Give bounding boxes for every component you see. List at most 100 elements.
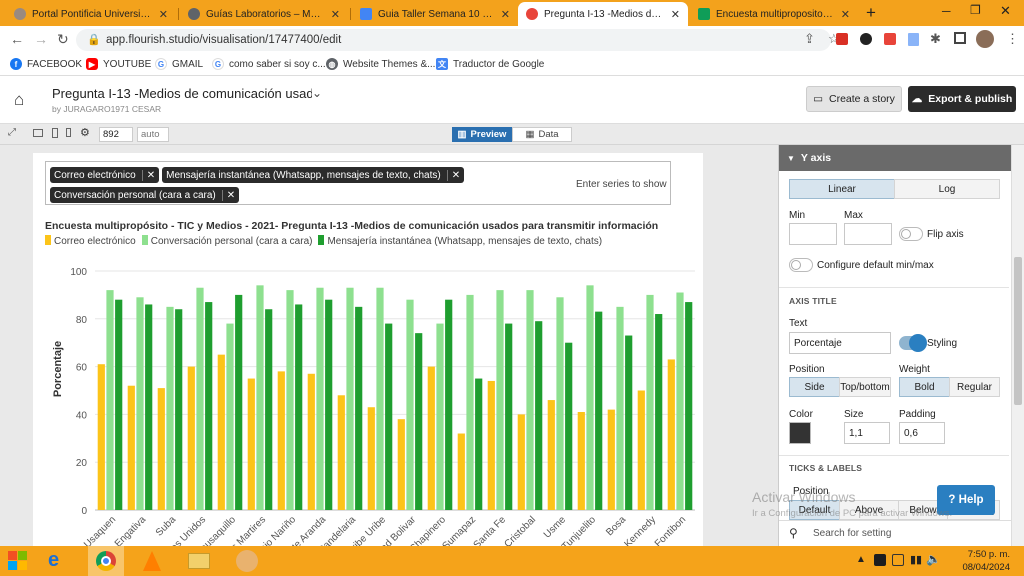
- padding-input[interactable]: 0,6: [899, 422, 945, 444]
- close-tab-icon[interactable]: ✕: [670, 8, 680, 21]
- bookmark-gmail[interactable]: G GMAIL: [155, 58, 203, 70]
- close-tab-icon[interactable]: ✕: [840, 8, 850, 21]
- tablet-icon[interactable]: [52, 128, 58, 138]
- bar[interactable]: [397, 419, 405, 510]
- series-filter-placeholder[interactable]: Enter series to show: [576, 179, 667, 190]
- close-tab-icon[interactable]: ✕: [500, 8, 510, 21]
- internet-explorer-icon[interactable]: e: [48, 549, 60, 571]
- bar[interactable]: [457, 433, 465, 510]
- extension-red-icon[interactable]: [836, 33, 848, 45]
- ticks-position-default[interactable]: Default: [789, 500, 840, 520]
- create-story-button[interactable]: ▭ Create a story: [806, 86, 902, 112]
- bar[interactable]: [316, 287, 324, 510]
- bar[interactable]: [277, 371, 285, 510]
- network-icon[interactable]: ▮▮: [910, 554, 923, 566]
- bar[interactable]: [625, 335, 633, 510]
- reload-icon[interactable]: ↻: [57, 31, 69, 47]
- bar[interactable]: [577, 412, 585, 510]
- bar[interactable]: [466, 294, 474, 510]
- bar[interactable]: [637, 390, 645, 511]
- bar[interactable]: [535, 321, 543, 510]
- series-filter[interactable]: Correo electrónico ✕ Mensajería instantáne…: [45, 161, 671, 205]
- close-window-icon[interactable]: ✕: [1000, 3, 1011, 18]
- bar[interactable]: [526, 290, 534, 510]
- sidepanel-icon[interactable]: [954, 32, 966, 44]
- bar[interactable]: [157, 388, 165, 510]
- bar[interactable]: [517, 414, 525, 510]
- remove-chip-icon[interactable]: ✕: [141, 169, 155, 181]
- bar[interactable]: [226, 323, 234, 510]
- bar[interactable]: [106, 290, 114, 510]
- tab-portal-javeriana[interactable]: Portal Pontificia Universidad Ja ✕: [6, 2, 176, 26]
- bar[interactable]: [685, 302, 693, 510]
- bar[interactable]: [307, 373, 315, 510]
- chrome-taskbar-item[interactable]: [88, 546, 124, 576]
- bar[interactable]: [196, 287, 204, 510]
- help-button[interactable]: ? Help: [937, 485, 995, 515]
- series-chip[interactable]: Conversación personal (cara a cara) ✕: [50, 187, 240, 203]
- size-input[interactable]: 1,1: [844, 422, 890, 444]
- bar[interactable]: [595, 311, 603, 510]
- bar[interactable]: [616, 306, 624, 510]
- legend-item[interactable]: Conversación personal (cara a cara): [141, 235, 312, 247]
- bar[interactable]: [607, 409, 615, 510]
- bar[interactable]: [205, 302, 213, 510]
- close-tab-icon[interactable]: ✕: [330, 8, 340, 21]
- bar[interactable]: [667, 359, 675, 510]
- minimize-icon[interactable]: ─: [942, 4, 951, 18]
- bar[interactable]: [586, 285, 594, 510]
- close-tab-icon[interactable]: ✕: [158, 8, 168, 21]
- battery-icon[interactable]: [892, 554, 904, 566]
- star-icon[interactable]: ☆: [828, 31, 840, 46]
- height-input[interactable]: auto: [137, 127, 169, 142]
- bar[interactable]: [445, 299, 453, 510]
- configure-default-toggle[interactable]: [789, 258, 813, 272]
- bar[interactable]: [247, 378, 255, 510]
- bar[interactable]: [187, 366, 195, 510]
- flip-axis-toggle[interactable]: [899, 227, 923, 241]
- tab-guia-taller[interactable]: Guia Taller Semana 10 - Docu ✕: [352, 2, 518, 26]
- position-topbottom-button[interactable]: Top/bottom: [839, 377, 891, 397]
- bar[interactable]: [565, 342, 573, 510]
- bar[interactable]: [175, 309, 183, 510]
- styling-toggle[interactable]: [899, 334, 927, 352]
- windows-start-icon[interactable]: [8, 551, 28, 571]
- desktop-icon[interactable]: [33, 129, 43, 137]
- clock-date[interactable]: 08/04/2024: [962, 562, 1010, 573]
- bar[interactable]: [145, 304, 153, 510]
- position-side-button[interactable]: Side: [789, 377, 840, 397]
- weight-regular-button[interactable]: Regular: [949, 377, 1000, 397]
- bar[interactable]: [217, 354, 225, 510]
- back-arrow-icon[interactable]: ←: [10, 31, 24, 47]
- bar[interactable]: [406, 299, 414, 510]
- tab-encuesta-sheets[interactable]: Encuesta multiproposito - TIC ✕: [690, 2, 858, 26]
- scrollbar-thumb[interactable]: [1014, 257, 1022, 405]
- home-icon[interactable]: ⌂: [14, 90, 25, 109]
- bar[interactable]: [547, 400, 555, 510]
- bar[interactable]: [487, 380, 495, 510]
- bar[interactable]: [475, 378, 483, 510]
- bar[interactable]: [505, 323, 513, 510]
- bar[interactable]: [235, 294, 243, 510]
- search-setting-input[interactable]: Search for setting: [813, 528, 892, 539]
- axis-title-color-swatch[interactable]: [789, 422, 811, 444]
- bookmark-youtube[interactable]: ▶ YOUTUBE: [86, 58, 151, 70]
- export-publish-button[interactable]: ☁ Export & publish: [908, 86, 1016, 112]
- bar[interactable]: [127, 385, 135, 510]
- remove-chip-icon[interactable]: ✕: [221, 189, 235, 201]
- legend-item[interactable]: Mensajería instantánea (Whatsapp, mensaj…: [318, 235, 602, 247]
- file-explorer-icon[interactable]: [188, 553, 210, 569]
- bar[interactable]: [436, 323, 444, 510]
- phone-icon[interactable]: [66, 128, 71, 137]
- forward-arrow-icon[interactable]: →: [34, 31, 48, 47]
- bar[interactable]: [385, 323, 393, 510]
- legend-item[interactable]: Correo electrónico: [45, 235, 136, 247]
- puzzle-icon[interactable]: ✱: [930, 31, 941, 46]
- series-chip[interactable]: Mensajería instantánea (Whatsapp, mensaj…: [162, 167, 465, 183]
- bar[interactable]: [376, 287, 384, 510]
- visualisation-title[interactable]: Pregunta I-13 -Medios de comunicación us…: [52, 86, 312, 101]
- bookmark-website-themes[interactable]: ◍ Website Themes &...: [326, 58, 435, 70]
- bar[interactable]: [166, 306, 174, 510]
- tray-chevron-icon[interactable]: ▲: [856, 554, 866, 565]
- bar[interactable]: [556, 297, 564, 510]
